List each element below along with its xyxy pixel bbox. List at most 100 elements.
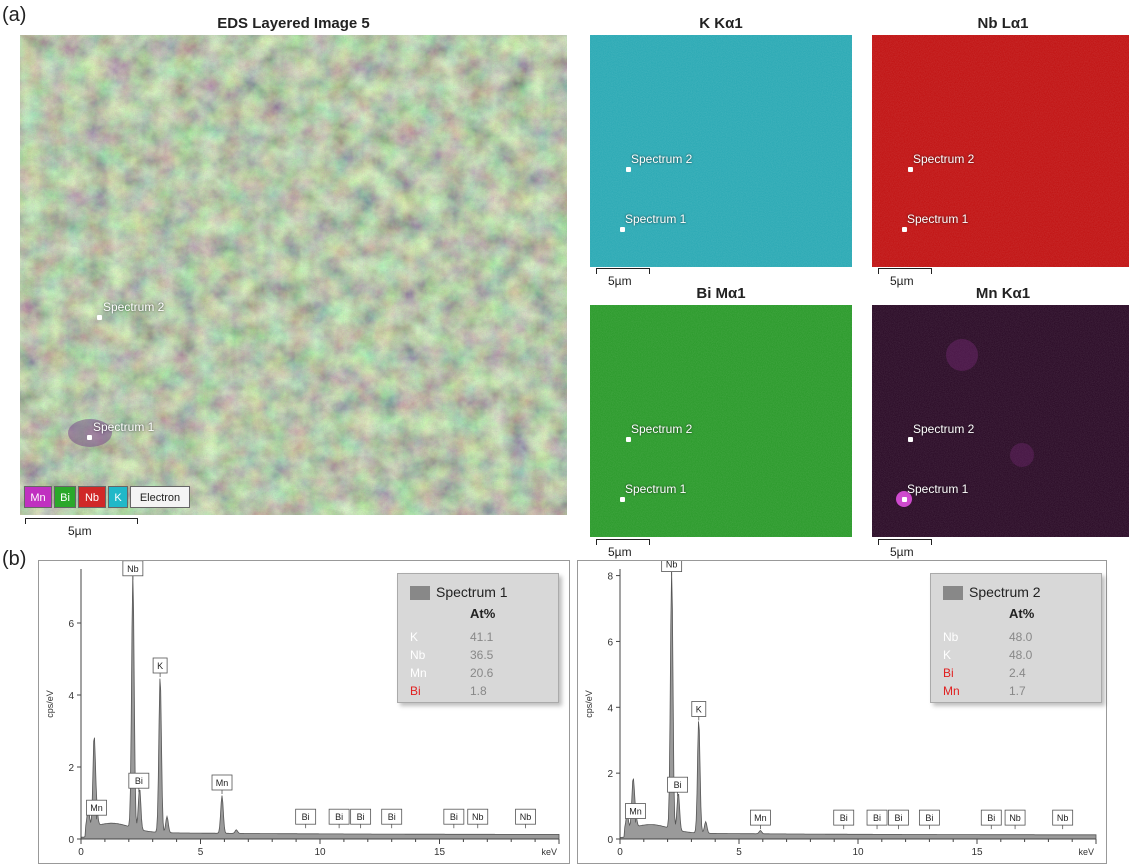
peak-marker-label: Mn xyxy=(90,803,103,813)
element-map: Spectrum 2 Spectrum 1 xyxy=(872,305,1129,537)
peak-marker-label: Bi xyxy=(357,812,365,822)
spectrum-2-label: Spectrum 2 xyxy=(913,422,975,436)
peak-marker-box xyxy=(625,803,646,819)
y-axis-label: cps/eV xyxy=(45,690,55,718)
spectrum-2-marker xyxy=(908,437,913,442)
peak-marker-box xyxy=(1004,809,1026,826)
map-title: Bi Mα1 xyxy=(696,285,746,302)
peak-marker-box xyxy=(980,809,1002,826)
peak-marker-label: Bi xyxy=(873,813,881,823)
peak-marker-box xyxy=(667,776,688,793)
legend-value: 20.6 xyxy=(470,666,494,680)
peak-marker-label: Nb xyxy=(1057,813,1069,823)
panel-label-b: (b) xyxy=(2,548,27,570)
layered-scale-bar xyxy=(25,518,138,524)
legend-element: Bi xyxy=(410,684,421,698)
peak-marker-label: Bi xyxy=(894,813,902,823)
element-map: Spectrum 2 Spectrum 1 xyxy=(590,305,852,537)
peak-marker-box xyxy=(1052,809,1074,826)
spectrum-2-marker xyxy=(626,437,631,442)
peak-marker-box xyxy=(833,809,855,826)
peak-marker-label: Mn xyxy=(216,778,229,788)
spectrum-2-panel: 0 2 4 6 8 0 5 10 15 keV cps/eV Mn Nb Bi K Mn Bi Bi Bi Bi Bi N… xyxy=(577,560,1107,864)
spectrum-2-marker xyxy=(908,167,913,172)
spectrum-1-label: Spectrum 1 xyxy=(907,482,969,496)
spectrum-2-legend: Spectrum 2 At% Nb 48.0 K 48.0 Bi 2.4 Mn 1.7 xyxy=(930,573,1102,703)
peak-marker-label: K xyxy=(696,704,702,714)
peak-marker-box xyxy=(211,774,233,791)
peak-marker-box xyxy=(691,701,707,717)
y-tick-label: 0 xyxy=(607,835,613,846)
spectrum-1-panel: 0 2 4 6 0 5 10 15 keV cps/eV Mn Nb Bi K Mn Bi Bi Bi Bi Bi Nb… xyxy=(38,560,570,864)
legend-chip-bi: Bi xyxy=(54,486,76,508)
spectrum-1-label: Spectrum 1 xyxy=(625,482,687,496)
peak-marker-label: Bi xyxy=(450,812,458,822)
peak-marker-label: Bi xyxy=(674,780,682,790)
legend-chip-electron: Electron xyxy=(130,486,190,508)
x-tick-label: 15 xyxy=(971,847,983,858)
legend-header: At% xyxy=(470,606,496,621)
spectrum-1-marker xyxy=(902,497,907,502)
peak-marker-box xyxy=(866,809,888,826)
peak-marker-box xyxy=(661,561,683,572)
map-title: Nb Lα1 xyxy=(977,15,1029,32)
map-scale-bar xyxy=(878,268,932,274)
peak-marker-box xyxy=(750,809,771,826)
x-tick-label: 0 xyxy=(78,847,84,858)
y-tick-label: 6 xyxy=(68,619,74,630)
legend-value: 41.1 xyxy=(470,630,494,644)
legend-element: Nb xyxy=(410,648,426,662)
layered-image-title: EDS Layered Image 5 xyxy=(217,15,370,32)
legend-value: 36.5 xyxy=(470,648,494,662)
legend-chip-k: K xyxy=(108,486,128,508)
legend-value: 48.0 xyxy=(1009,630,1033,644)
peak-marker-box xyxy=(328,808,350,825)
spectrum-1-label: Spectrum 1 xyxy=(93,420,155,434)
peak-marker-box xyxy=(918,809,940,826)
y-tick-label: 0 xyxy=(68,835,74,846)
peak-marker-box xyxy=(350,808,372,825)
x-tick-label: 10 xyxy=(852,847,864,858)
peak-marker-box xyxy=(443,808,465,825)
spectrum-area xyxy=(80,574,560,840)
layered-scale-label: 5µm xyxy=(68,524,92,538)
peak-marker-label: Bi xyxy=(135,776,143,786)
peak-marker-label: Mn xyxy=(629,807,642,817)
legend-chip-mn: Mn xyxy=(24,486,52,508)
peak-marker-box xyxy=(381,808,403,825)
y-tick-label: 2 xyxy=(68,763,74,774)
spectrum-area xyxy=(619,570,1097,840)
peak-marker-label: Nb xyxy=(1009,813,1021,823)
peak-marker-box xyxy=(515,808,536,825)
spectrum-2-label: Spectrum 2 xyxy=(913,152,975,166)
peak-marker-label: Nb xyxy=(666,561,678,570)
peak-marker-box xyxy=(295,808,317,825)
map-scale-bar xyxy=(596,539,650,545)
spectrum-1-marker xyxy=(902,227,907,232)
map-title: Mn Kα1 xyxy=(975,285,1031,302)
legend-value: 48.0 xyxy=(1009,648,1033,662)
spectrum-1-label: Spectrum 1 xyxy=(625,212,687,226)
legend-header: At% xyxy=(1009,606,1035,621)
peak-marker-label: Mn xyxy=(754,813,767,823)
spectrum-1-chart: 0 2 4 6 0 5 10 15 keV cps/eV Mn Nb Bi K Mn Bi Bi Bi Bi Bi Nb… xyxy=(45,561,560,858)
peak-marker-label: K xyxy=(157,661,163,671)
x-tick-label: 5 xyxy=(198,847,204,858)
legend-swatch xyxy=(943,586,963,600)
map-noise xyxy=(872,305,1129,537)
map-title: K Kα1 xyxy=(699,15,743,32)
legend-value: 1.7 xyxy=(1009,684,1026,698)
x-tick-label: 0 xyxy=(617,847,623,858)
peak-marker-box xyxy=(467,808,489,825)
y-tick-label: 8 xyxy=(607,572,613,583)
element-map: Spectrum 2 Spectrum 1 xyxy=(590,35,852,267)
peak-marker-label: Bi xyxy=(302,812,310,822)
layered-image: Spectrum 2 Spectrum 1 Mn Bi Nb K Electro… xyxy=(20,35,567,515)
map-scale-bar xyxy=(596,268,650,274)
legend-chip-nb: Nb xyxy=(78,486,106,508)
map-noise xyxy=(590,35,852,267)
peak-marker-label: Bi xyxy=(840,813,848,823)
y-tick-label: 6 xyxy=(607,637,613,648)
map-noise xyxy=(872,35,1129,267)
spectrum-1-marker xyxy=(620,497,625,502)
